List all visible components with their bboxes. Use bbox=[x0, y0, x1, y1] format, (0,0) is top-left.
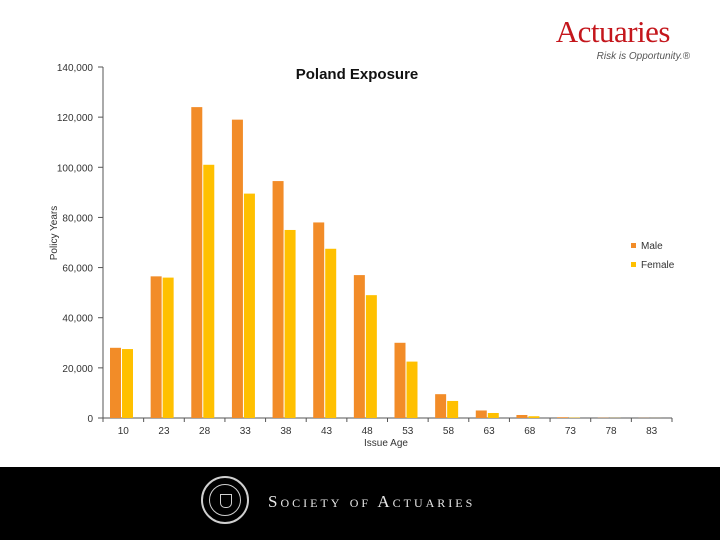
x-tick-label: 38 bbox=[280, 426, 292, 437]
y-tick-label: 140,000 bbox=[57, 63, 94, 74]
logo-tagline: Risk is Opportunity.® bbox=[596, 51, 690, 62]
legend-swatch-male bbox=[631, 243, 636, 248]
bar-female bbox=[284, 229, 296, 418]
bar-male bbox=[191, 107, 203, 418]
bar-female bbox=[447, 400, 459, 418]
y-tick-label: 60,000 bbox=[62, 264, 93, 275]
society-name: Society of Actuaries bbox=[268, 492, 476, 511]
bar-female bbox=[528, 416, 540, 418]
bar-male bbox=[435, 394, 447, 418]
bar-male bbox=[516, 414, 528, 418]
x-tick-label: 28 bbox=[199, 426, 211, 437]
bar-male bbox=[150, 276, 162, 418]
y-axis-label: Policy Years bbox=[49, 206, 60, 260]
logo-wordmark: Actuaries bbox=[555, 14, 671, 49]
bar-female bbox=[122, 349, 133, 418]
x-tick-label: 63 bbox=[484, 426, 496, 437]
bar-female bbox=[162, 277, 174, 418]
bar-male bbox=[557, 417, 569, 418]
x-tick-label: 33 bbox=[240, 426, 252, 437]
x-tick-label: 43 bbox=[321, 426, 333, 437]
y-tick-label: 80,000 bbox=[62, 213, 93, 224]
bar-male bbox=[110, 347, 121, 418]
x-tick-label: 58 bbox=[443, 426, 455, 437]
legend-label-female: Female bbox=[641, 260, 675, 271]
bar-female bbox=[406, 361, 418, 418]
bar-female bbox=[203, 164, 215, 418]
bar-male bbox=[353, 275, 365, 418]
legend-swatch-female bbox=[631, 262, 636, 267]
y-tick-label: 100,000 bbox=[57, 163, 94, 174]
x-tick-label: 78 bbox=[605, 426, 617, 437]
bar-male bbox=[475, 410, 487, 418]
exposure-chart: 0 20,000 40,000 60,000 80,000 100,000 120,000 1… bbox=[49, 63, 675, 449]
x-tick-label: 48 bbox=[362, 426, 374, 437]
y-tick-label: 120,000 bbox=[57, 113, 94, 124]
bar-male bbox=[231, 119, 243, 419]
chart-title: Poland Exposure bbox=[296, 66, 419, 83]
x-tick-label: 10 bbox=[118, 426, 130, 437]
legend-label-male: Male bbox=[641, 241, 663, 252]
x-tick-label: 23 bbox=[158, 426, 170, 437]
x-tick-label: 53 bbox=[402, 426, 414, 437]
bar-male bbox=[313, 222, 325, 418]
bar-male bbox=[272, 181, 284, 418]
x-axis-label: Issue Age bbox=[364, 438, 408, 449]
footer-banner: Society of Actuaries bbox=[0, 467, 720, 540]
x-tick-label: 83 bbox=[646, 426, 658, 437]
bar-female bbox=[487, 412, 499, 418]
society-seal-icon bbox=[201, 476, 249, 524]
bar-female bbox=[325, 248, 337, 418]
bar-female bbox=[365, 295, 377, 418]
actuaries-logo: Actuaries Risk is Opportunity.® bbox=[530, 14, 700, 66]
y-tick-label: 40,000 bbox=[62, 314, 93, 325]
x-tick-label: 73 bbox=[565, 426, 577, 437]
y-tick-label: 0 bbox=[87, 414, 93, 425]
bar-male bbox=[394, 342, 406, 418]
y-tick-label: 20,000 bbox=[62, 364, 93, 375]
x-tick-label: 68 bbox=[524, 426, 536, 437]
bar-female bbox=[243, 193, 255, 418]
